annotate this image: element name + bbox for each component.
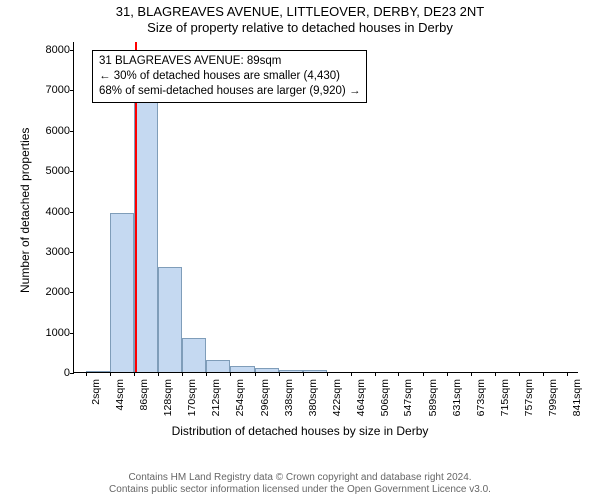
x-tick-mark	[279, 372, 280, 376]
x-tick-mark	[375, 372, 376, 376]
chart-title-sub: Size of property relative to detached ho…	[0, 19, 600, 35]
x-tick-mark	[543, 372, 544, 376]
x-tick-label: 589sqm	[427, 377, 439, 416]
chart-footer: Contains HM Land Registry data © Crown c…	[0, 472, 600, 496]
x-tick-label: 254sqm	[234, 377, 246, 416]
histogram-bar	[110, 213, 134, 372]
x-tick-label: 338sqm	[283, 377, 295, 416]
x-tick-mark	[351, 372, 352, 376]
histogram-bar	[134, 102, 158, 372]
histogram-bar	[255, 368, 279, 372]
x-tick-mark	[134, 372, 135, 376]
x-tick-label: 2sqm	[90, 377, 102, 405]
x-tick-label: 44sqm	[114, 377, 126, 411]
info-box: 31 BLAGREAVES AVENUE: 89sqm← 30% of deta…	[92, 50, 367, 103]
y-tick-mark	[70, 171, 74, 172]
footer-line-2: Contains public sector information licen…	[0, 484, 600, 496]
x-tick-label: 422sqm	[331, 377, 343, 416]
y-axis-label: Number of detached properties	[18, 127, 32, 292]
x-tick-label: 464sqm	[355, 377, 367, 416]
x-tick-mark	[423, 372, 424, 376]
footer-line-1: Contains HM Land Registry data © Crown c…	[0, 472, 600, 484]
x-tick-label: 212sqm	[210, 377, 222, 416]
y-tick-mark	[70, 50, 74, 51]
x-tick-mark	[327, 372, 328, 376]
x-tick-mark	[567, 372, 568, 376]
x-tick-mark	[495, 372, 496, 376]
x-tick-mark	[447, 372, 448, 376]
x-tick-mark	[158, 372, 159, 376]
x-tick-label: 547sqm	[402, 377, 414, 416]
x-tick-label: 673sqm	[475, 377, 487, 416]
x-tick-mark	[303, 372, 304, 376]
histogram-bar	[86, 371, 110, 372]
info-box-line: ← 30% of detached houses are smaller (4,…	[99, 69, 360, 84]
histogram-bar	[206, 360, 230, 372]
histogram-bar	[230, 366, 254, 372]
x-tick-mark	[182, 372, 183, 376]
chart-plot-area: 0100020003000400050006000700080002sqm44s…	[73, 42, 578, 373]
x-tick-label: 170sqm	[186, 377, 198, 416]
x-tick-label: 799sqm	[547, 377, 559, 416]
y-tick-mark	[70, 252, 74, 253]
x-tick-label: 841sqm	[571, 377, 583, 416]
x-tick-label: 128sqm	[162, 377, 174, 416]
histogram-bar	[303, 370, 327, 372]
x-tick-mark	[255, 372, 256, 376]
histogram-bar	[279, 370, 303, 372]
x-tick-label: 631sqm	[451, 377, 463, 416]
x-tick-mark	[519, 372, 520, 376]
x-tick-label: 380sqm	[307, 377, 319, 416]
info-box-line: 31 BLAGREAVES AVENUE: 89sqm	[99, 54, 360, 69]
x-tick-label: 86sqm	[138, 377, 150, 411]
x-tick-label: 506sqm	[379, 377, 391, 416]
x-tick-mark	[398, 372, 399, 376]
y-tick-mark	[70, 212, 74, 213]
y-tick-mark	[70, 90, 74, 91]
y-tick-mark	[70, 333, 74, 334]
y-tick-mark	[70, 292, 74, 293]
x-tick-mark	[86, 372, 87, 376]
x-tick-label: 757sqm	[523, 377, 535, 416]
x-tick-label: 715sqm	[499, 377, 511, 416]
x-tick-mark	[110, 372, 111, 376]
x-tick-mark	[471, 372, 472, 376]
histogram-bar	[182, 338, 206, 372]
info-box-line: 68% of semi-detached houses are larger (…	[99, 84, 360, 99]
x-tick-label: 296sqm	[259, 377, 271, 416]
y-tick-mark	[70, 131, 74, 132]
x-tick-mark	[206, 372, 207, 376]
histogram-bar	[158, 267, 182, 372]
x-axis-label: Distribution of detached houses by size …	[0, 424, 600, 438]
y-tick-mark	[70, 373, 74, 374]
x-tick-mark	[230, 372, 231, 376]
chart-title-main: 31, BLAGREAVES AVENUE, LITTLEOVER, DERBY…	[0, 0, 600, 19]
